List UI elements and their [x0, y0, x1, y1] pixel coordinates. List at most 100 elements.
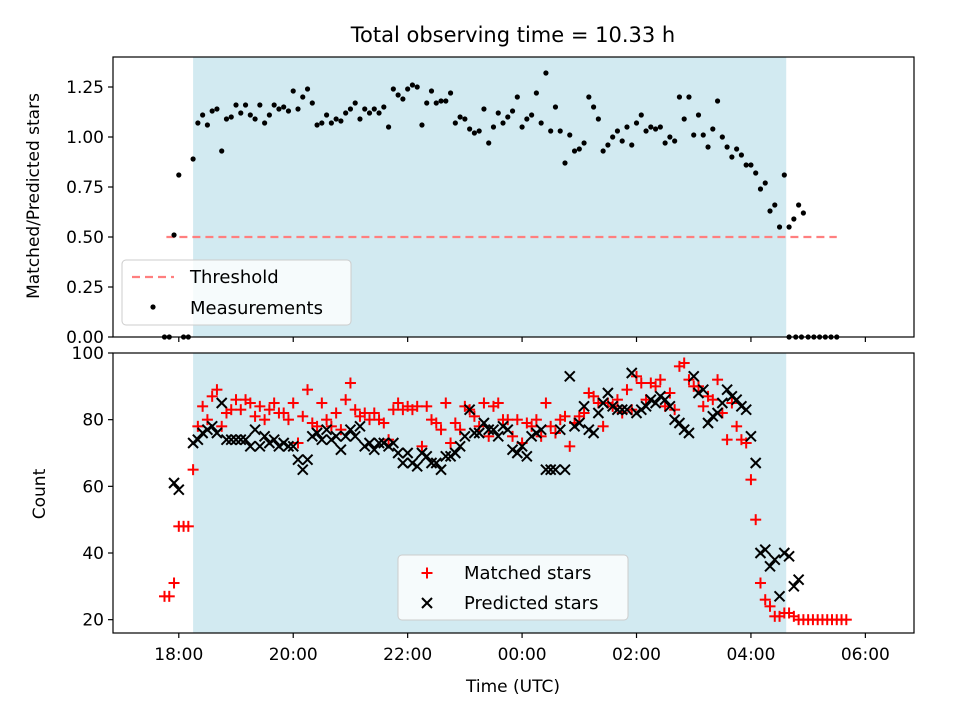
data-point — [187, 464, 199, 476]
data-point — [478, 397, 490, 409]
data-point — [340, 394, 352, 406]
data-point — [606, 400, 619, 413]
y-tick-label: 0.75 — [66, 178, 104, 198]
data-point — [457, 114, 463, 120]
data-point — [447, 90, 454, 96]
data-point — [583, 423, 595, 436]
data-point — [301, 453, 314, 466]
data-point — [392, 447, 404, 459]
data-point — [505, 114, 511, 120]
data-point — [235, 433, 247, 446]
data-point — [271, 102, 277, 108]
data-point — [549, 427, 561, 439]
data-point — [409, 82, 416, 88]
data-point — [462, 116, 468, 122]
data-point — [378, 437, 390, 449]
data-point — [726, 397, 738, 409]
data-point — [588, 390, 600, 402]
data-point — [454, 440, 466, 453]
data-point — [697, 400, 709, 412]
data-point — [792, 573, 805, 586]
data-point — [483, 430, 495, 442]
data-point — [667, 134, 673, 140]
data-point — [662, 140, 668, 146]
data-point — [564, 370, 576, 383]
data-point — [397, 457, 409, 469]
data-point — [405, 86, 411, 92]
data-point — [416, 447, 428, 459]
data-point — [673, 417, 686, 429]
data-point — [223, 116, 230, 122]
data-point — [333, 116, 339, 122]
data-point — [530, 414, 542, 426]
data-point — [702, 417, 714, 429]
data-point — [621, 384, 633, 396]
data-point — [576, 146, 582, 152]
data-point — [764, 560, 776, 573]
data-point — [530, 427, 543, 439]
data-point — [610, 134, 616, 140]
data-point — [773, 590, 786, 603]
data-point — [571, 148, 578, 154]
data-point — [743, 162, 749, 168]
data-point — [635, 377, 647, 389]
data-point — [359, 407, 371, 419]
data-point — [168, 577, 180, 589]
legend-bottom: Matched stars Predicted stars — [397, 554, 629, 621]
data-point — [678, 423, 690, 436]
data-point — [630, 407, 643, 419]
data-point — [692, 387, 705, 399]
data-point — [344, 377, 356, 389]
data-point — [216, 420, 228, 432]
data-point — [783, 550, 795, 563]
data-point — [712, 374, 724, 386]
data-point — [486, 140, 492, 146]
data-point — [268, 433, 280, 446]
data-point — [262, 120, 268, 126]
data-point — [659, 393, 671, 406]
data-point — [182, 520, 194, 532]
data-point — [638, 112, 644, 118]
data-point — [195, 120, 201, 126]
data-point — [385, 124, 392, 130]
data-point — [463, 403, 476, 416]
data-point — [428, 88, 435, 94]
data-point — [529, 112, 535, 118]
data-point — [500, 120, 506, 126]
data-point — [273, 440, 285, 453]
data-point — [219, 148, 225, 154]
data-point — [525, 430, 538, 443]
data-point — [364, 414, 376, 426]
data-point — [619, 138, 625, 144]
data-point — [171, 232, 177, 238]
data-point — [390, 86, 396, 92]
data-point — [654, 390, 667, 403]
data-point — [214, 106, 220, 112]
data-point — [282, 414, 294, 426]
data-point — [581, 140, 587, 146]
data-point — [611, 403, 624, 416]
data-point — [316, 433, 328, 446]
data-point — [285, 108, 292, 114]
data-point — [521, 450, 533, 463]
data-point — [568, 420, 581, 433]
data-point — [252, 116, 258, 122]
data-point — [554, 423, 566, 436]
data-point — [216, 397, 228, 409]
data-point — [352, 100, 358, 106]
data-point — [740, 403, 752, 416]
data-point — [435, 463, 447, 476]
data-point — [507, 430, 519, 442]
data-point — [168, 477, 180, 489]
data-point — [278, 407, 290, 419]
data-point — [400, 96, 406, 102]
data-point — [648, 124, 654, 130]
legend-predicted-label: Predicted stars — [464, 593, 598, 614]
data-point — [716, 397, 729, 409]
data-point — [683, 374, 695, 386]
data-point — [467, 126, 473, 132]
y-tick-label: 100 — [72, 344, 104, 364]
data-point — [438, 98, 444, 104]
data-point — [196, 427, 209, 439]
